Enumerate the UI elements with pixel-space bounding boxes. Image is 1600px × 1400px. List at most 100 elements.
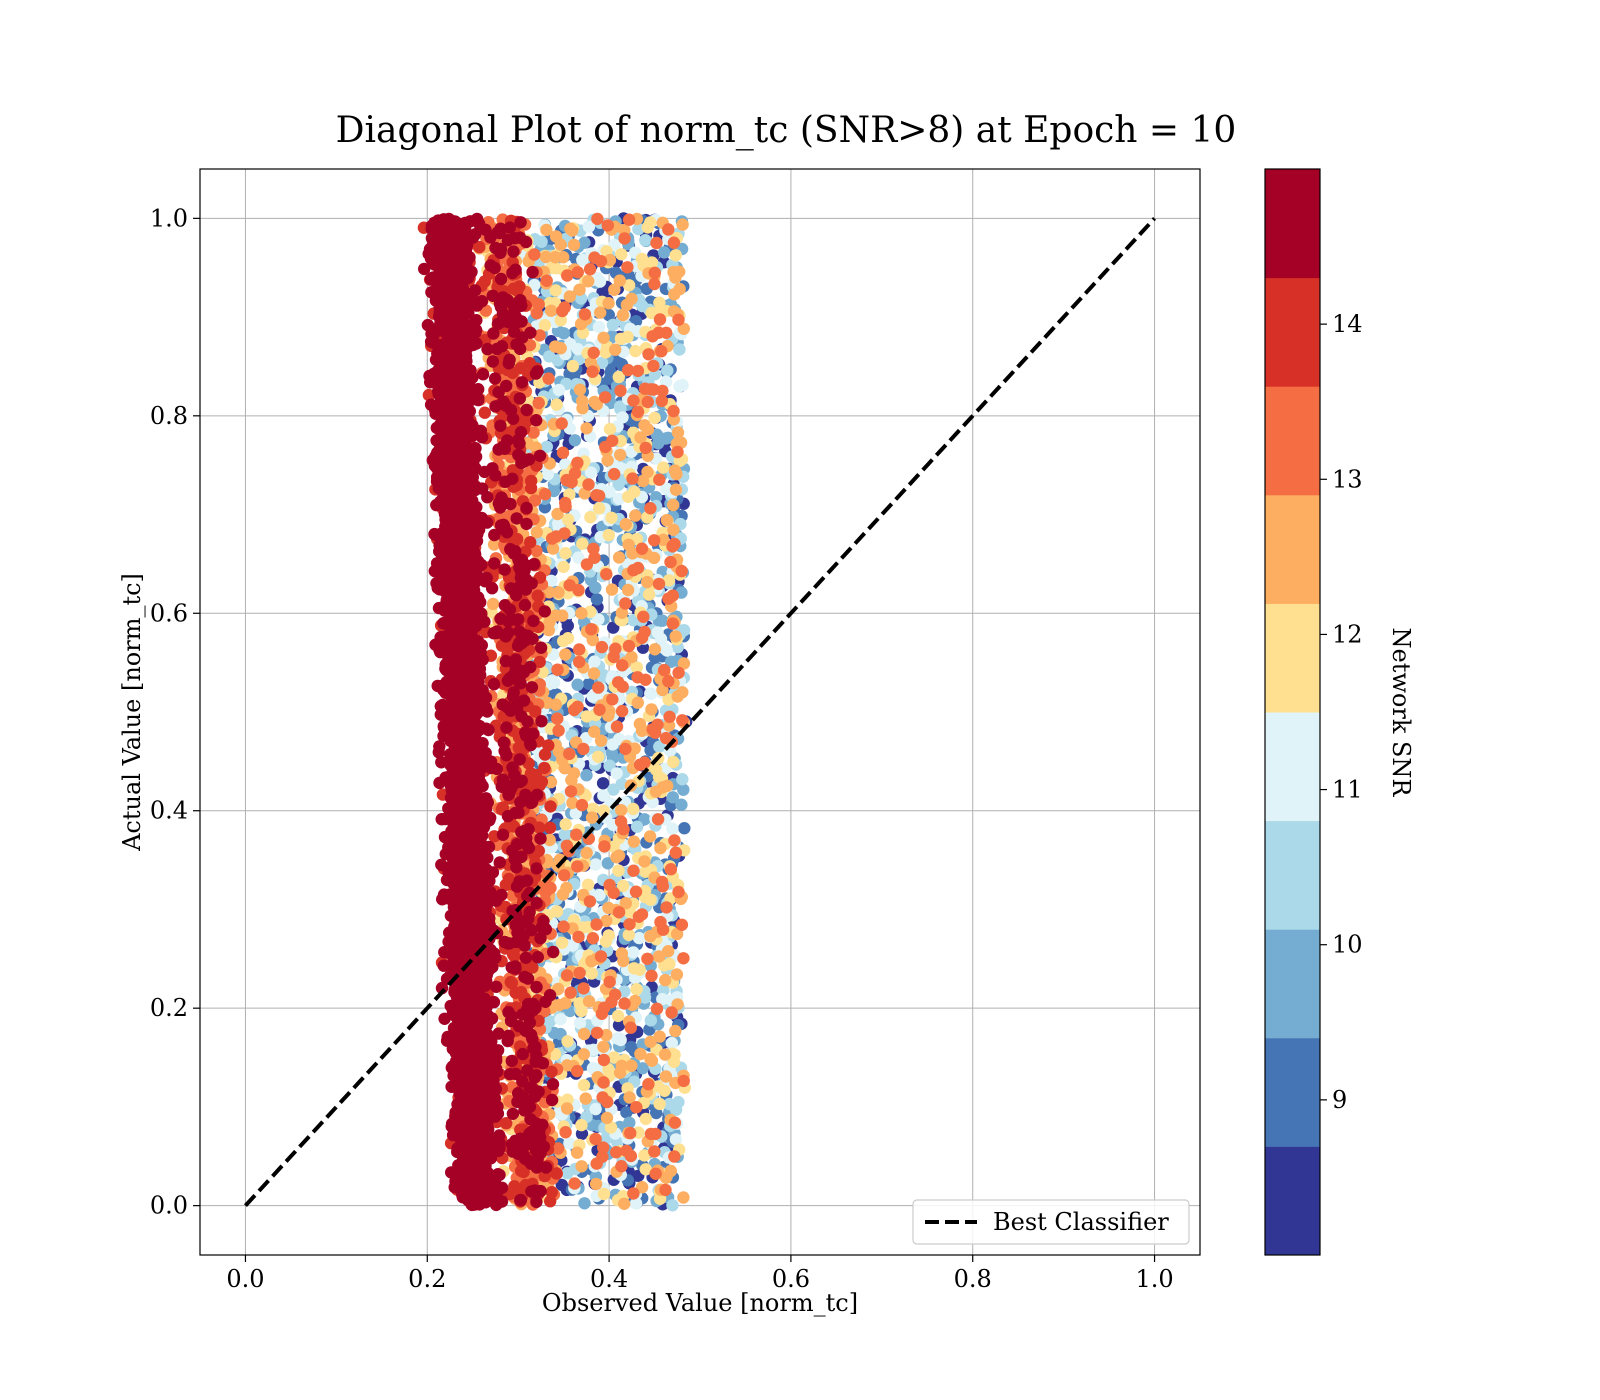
scatter-point [639, 673, 652, 686]
scatter-point [552, 517, 565, 530]
scatter-point [538, 501, 552, 514]
scatter-point [605, 511, 618, 524]
scatter-point [670, 968, 684, 981]
scatter-point [504, 582, 518, 595]
scatter-point [560, 969, 574, 982]
scatter-point [636, 474, 650, 488]
scatter-point [577, 1048, 590, 1061]
scatter-point [589, 858, 602, 871]
scatter-point [572, 930, 585, 944]
scatter-point [557, 634, 570, 648]
scatter-point [657, 983, 670, 997]
scatter-point [575, 1004, 588, 1018]
scatter-point [671, 445, 684, 459]
scatter-point [668, 1116, 682, 1129]
scatter-point [612, 864, 625, 877]
scatter-point [599, 935, 613, 948]
scatter-point [556, 888, 570, 901]
scatter-point [598, 840, 611, 853]
scatter-point [558, 828, 571, 841]
scatter-point [565, 773, 578, 787]
scatter-point [613, 274, 626, 287]
scatter-point [587, 346, 600, 359]
scatter-point [551, 663, 564, 676]
scatter-point [619, 518, 632, 531]
scatter-point [660, 901, 673, 914]
scatter-point [668, 464, 682, 477]
scatter-point [651, 626, 664, 639]
scatter-point [656, 614, 669, 627]
scatter-point [607, 840, 620, 853]
scatter-point [540, 879, 553, 893]
scatter-point [528, 248, 541, 261]
scatter-point [580, 846, 593, 860]
scatter-point [630, 661, 643, 674]
scatter-point [597, 1053, 611, 1067]
scatter-point [638, 1149, 651, 1162]
scatter-point [586, 932, 600, 945]
scatter-point [586, 690, 599, 703]
scatter-point [554, 1013, 567, 1026]
scatter-point [587, 1043, 600, 1057]
scatter-point [571, 1064, 584, 1078]
scatter-point [597, 1076, 610, 1089]
scatter-point [644, 893, 657, 906]
scatter-point [671, 426, 685, 439]
scatter-point [655, 394, 668, 408]
scatter-point [677, 952, 690, 965]
scatter-point [663, 710, 676, 723]
scatter-point [545, 532, 559, 545]
scatter-point [673, 265, 686, 278]
scatter-point [554, 238, 567, 251]
scatter-point [552, 586, 565, 599]
scatter-point [524, 536, 537, 549]
scatter-point [601, 857, 614, 870]
scatter-point [559, 818, 572, 831]
scatter-point [508, 1180, 521, 1193]
scatter-point [665, 1036, 678, 1050]
scatter-point [575, 607, 588, 620]
scatter-point [635, 908, 649, 921]
scatter-point [661, 364, 674, 377]
scatter-point [652, 577, 666, 591]
scatter-point [651, 813, 665, 826]
scatter-point [604, 1121, 618, 1134]
scatter-point [649, 785, 663, 798]
scatter-point [637, 610, 650, 623]
scatter-point [633, 717, 647, 731]
scatter-point [671, 690, 684, 703]
scatter-point [582, 478, 595, 491]
scatter-point [638, 991, 652, 1004]
scatter-point [596, 1091, 609, 1104]
scatter-point [498, 563, 511, 576]
scatter-point [652, 770, 666, 784]
scatter-point [530, 1195, 543, 1209]
scatter-point [564, 785, 578, 798]
scatter-point [545, 574, 558, 587]
scatter-point [573, 383, 587, 396]
scatter-point [676, 378, 689, 392]
scatter-point [648, 534, 661, 547]
scatter-point [621, 261, 634, 274]
scatter-point [642, 588, 656, 601]
scatter-point [582, 275, 595, 288]
scatter-point [556, 446, 570, 459]
scatter-point [660, 644, 674, 657]
scatter-point [587, 667, 601, 680]
scatter-point [589, 1177, 603, 1191]
scatter-point [580, 769, 593, 782]
scatter-point [563, 290, 576, 303]
scatter-point [658, 663, 671, 677]
scatter-point [638, 419, 651, 432]
scatter-point [561, 269, 574, 282]
scatter-point [627, 802, 640, 816]
scatter-point [561, 1093, 574, 1106]
scatter-point [593, 888, 606, 902]
scatter-point [505, 976, 518, 990]
scatter-point [645, 256, 659, 269]
scatter-point [506, 948, 520, 961]
scatter-point [538, 488, 552, 501]
scatter-point [666, 1199, 679, 1212]
scatter-point [585, 623, 598, 636]
scatter-point [644, 930, 657, 943]
